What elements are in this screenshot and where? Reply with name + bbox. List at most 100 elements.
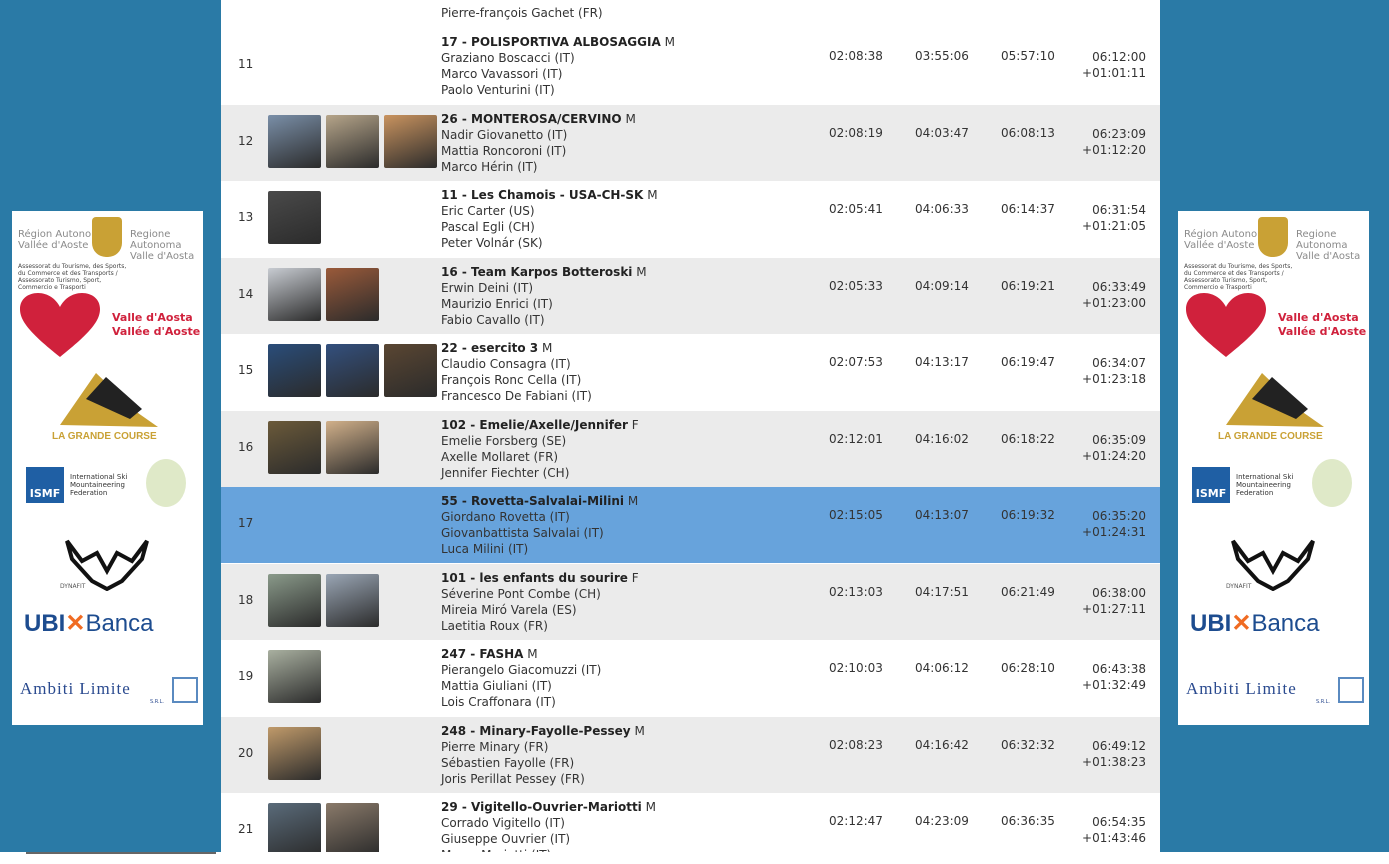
gap-time: +01:23:18 xyxy=(1082,372,1146,386)
member-name: Pascal Egli (CH) xyxy=(441,220,535,234)
member-name: Maurizio Enrici (IT) xyxy=(441,296,553,311)
split-time-1: 02:05:41 xyxy=(829,202,883,216)
split-time-1: 02:12:01 xyxy=(829,431,883,446)
athlete-photo[interactable] xyxy=(326,573,379,627)
table-row[interactable]: 11 17 - POLISPORTIVA ALBOSAGGIA M Graziano… xyxy=(221,28,1160,104)
ubi-banca-logo: UBI✕Banca xyxy=(24,610,154,637)
rank-cell: 20 xyxy=(238,745,254,760)
member-name: Luca Milini (IT) xyxy=(441,542,529,556)
athlete-photo[interactable] xyxy=(268,726,321,780)
team-name[interactable]: 17 - POLISPORTIVA ALBOSAGGIA xyxy=(441,35,661,49)
athlete-photo[interactable] xyxy=(326,267,379,321)
athlete-photos xyxy=(268,114,437,168)
athlete-photo[interactable] xyxy=(326,803,379,852)
world-cup-logo xyxy=(1312,459,1352,507)
athlete-photos xyxy=(268,573,379,627)
team-name[interactable]: 248 - Minary-Fayolle-Pessey xyxy=(441,723,631,738)
rank-cell: 11 xyxy=(238,57,254,71)
split-time-2: 04:23:09 xyxy=(915,814,969,828)
member-name: Jennifer Fiechter (CH) xyxy=(441,465,570,480)
split-time-1: 02:07:53 xyxy=(829,355,883,369)
athlete-photos xyxy=(268,267,379,321)
total-time-cell: 06:23:09 +01:12:20 xyxy=(1076,126,1146,158)
split-time-1: 02:12:47 xyxy=(829,814,883,828)
split-time-1: 02:15:05 xyxy=(829,508,883,522)
team-name[interactable]: 101 - les enfants du sourire xyxy=(441,570,628,585)
athlete-photo[interactable] xyxy=(268,191,321,244)
ambiti-limite-logo: Ambiti Limite xyxy=(20,679,131,698)
athlete-photo[interactable] xyxy=(268,114,321,168)
athlete-photo[interactable] xyxy=(384,344,437,397)
member-name: Mireia Miró Varela (ES) xyxy=(441,602,577,617)
split-time-3: 06:14:37 xyxy=(1001,202,1055,216)
split-time-2: 04:13:17 xyxy=(915,355,969,369)
table-row[interactable]: 16 102 - Emelie/Axelle/Jennifer F Emelie F… xyxy=(221,410,1160,487)
team-cell: 102 - Emelie/Axelle/Jennifer F Emelie For… xyxy=(441,417,639,481)
table-row[interactable]: 14 16 - Team Karpos Botteroski M Erwin Dei… xyxy=(221,257,1160,334)
category-label: M xyxy=(541,341,553,355)
ismf-logo: ISMF xyxy=(26,467,64,503)
athlete-photo[interactable] xyxy=(384,114,437,168)
total-time: 06:34:07 xyxy=(1092,356,1146,370)
rank-cell: 19 xyxy=(238,669,254,683)
table-row[interactable]: 18 101 - les enfants du sourire F Séverine… xyxy=(221,563,1160,640)
member-name: Mattia Giuliani (IT) xyxy=(441,679,552,693)
team-name[interactable]: 29 - Vigitello-Ouvrier-Mariotti xyxy=(441,800,642,814)
table-row[interactable]: 17 55 - Rovetta-Salvalai-Milini M Giordano… xyxy=(221,487,1160,563)
vda-logo: Valle d'Aosta Vallée d'Aoste xyxy=(112,311,201,338)
gap-time: +01:24:31 xyxy=(1082,525,1146,539)
gap-time: +01:21:05 xyxy=(1082,219,1146,233)
table-row[interactable]: 12 26 - MONTEROSA/CERVINO M Nadir Giovanet… xyxy=(221,104,1160,181)
split-time-2: 04:16:42 xyxy=(915,737,969,752)
team-name[interactable]: 16 - Team Karpos Botteroski xyxy=(441,264,633,279)
world-cup-logo xyxy=(146,459,186,507)
member-name: Emelie Forsberg (SE) xyxy=(441,433,567,448)
sponsor-banner-left[interactable]: Région Autonome Vallée d'Aoste Regione Au… xyxy=(12,211,203,725)
table-row[interactable]: 19 247 - FASHA M Pierangelo Giacomuzzi (IT… xyxy=(221,640,1160,716)
team-name[interactable]: 55 - Rovetta-Salvalai-Milini xyxy=(441,494,625,508)
split-time-3: 06:19:47 xyxy=(1001,355,1055,369)
athlete-photo[interactable] xyxy=(268,267,321,321)
athlete-photo[interactable] xyxy=(326,420,379,474)
team-cell: 248 - Minary-Fayolle-Pessey M Pierre Mina… xyxy=(441,723,645,787)
athlete-photo[interactable] xyxy=(326,114,379,168)
team-name[interactable]: 22 - esercito 3 xyxy=(441,341,539,355)
team-name[interactable]: 102 - Emelie/Axelle/Jennifer xyxy=(441,417,628,432)
table-row[interactable]: 15 22 - esercito 3 M Claudio Consagra (IT)… xyxy=(221,334,1160,410)
gap-time: +01:32:49 xyxy=(1082,678,1146,692)
team-name[interactable]: 247 - FASHA xyxy=(441,647,524,661)
athlete-photo[interactable] xyxy=(268,344,321,397)
team-name[interactable]: 11 - Les Chamois - USA-CH-SK xyxy=(441,188,644,202)
athlete-photo[interactable] xyxy=(268,420,321,474)
athlete-photos xyxy=(268,420,379,474)
team-cell: 55 - Rovetta-Salvalai-Milini M Giordano R… xyxy=(441,493,638,557)
total-time: 06:35:09 xyxy=(1092,432,1146,447)
category-label: F xyxy=(631,417,639,432)
category-label: M xyxy=(627,494,639,508)
member-name: Eric Carter (US) xyxy=(441,204,535,218)
athlete-photo[interactable] xyxy=(268,650,321,703)
page-footer xyxy=(0,852,1389,864)
category-label: M xyxy=(527,647,538,661)
split-time-2: 04:17:51 xyxy=(915,584,969,599)
table-row[interactable]: 20 248 - Minary-Fayolle-Pessey M Pierre Mi… xyxy=(221,716,1160,793)
member-name: Marco Hérin (IT) xyxy=(441,159,538,174)
total-time: 06:33:49 xyxy=(1092,279,1146,294)
athlete-photos xyxy=(268,650,321,703)
member-name: Sébastien Fayolle (FR) xyxy=(441,755,575,770)
table-row[interactable]: 13 11 - Les Chamois - USA-CH-SK M Eric Car… xyxy=(221,181,1160,257)
athlete-photo[interactable] xyxy=(268,803,321,852)
split-time-2: 03:55:06 xyxy=(915,49,969,63)
sponsor-banner-right[interactable]: Région Autonome Vallée d'Aoste Regione Au… xyxy=(1178,211,1369,725)
ambiti-limite-logo: Ambiti Limite xyxy=(1186,679,1297,698)
member-name: Francesco De Fabiani (IT) xyxy=(441,389,592,403)
assessorato-text: Assessorat du Tourisme, des Sports, du C… xyxy=(1184,263,1293,291)
table-row[interactable]: 21 29 - Vigitello-Ouvrier-Mariotti M Corra… xyxy=(221,793,1160,852)
split-time-1: 02:08:19 xyxy=(829,125,883,140)
athlete-photo[interactable] xyxy=(326,344,379,397)
team-name[interactable]: 26 - MONTEROSA/CERVINO xyxy=(441,111,622,126)
athlete-photos xyxy=(268,803,379,852)
athlete-photo[interactable] xyxy=(268,573,321,627)
team-cell: 17 - POLISPORTIVA ALBOSAGGIA M Graziano B… xyxy=(441,34,675,98)
svg-text:LA GRANDE COURSE: LA GRANDE COURSE xyxy=(52,431,157,442)
